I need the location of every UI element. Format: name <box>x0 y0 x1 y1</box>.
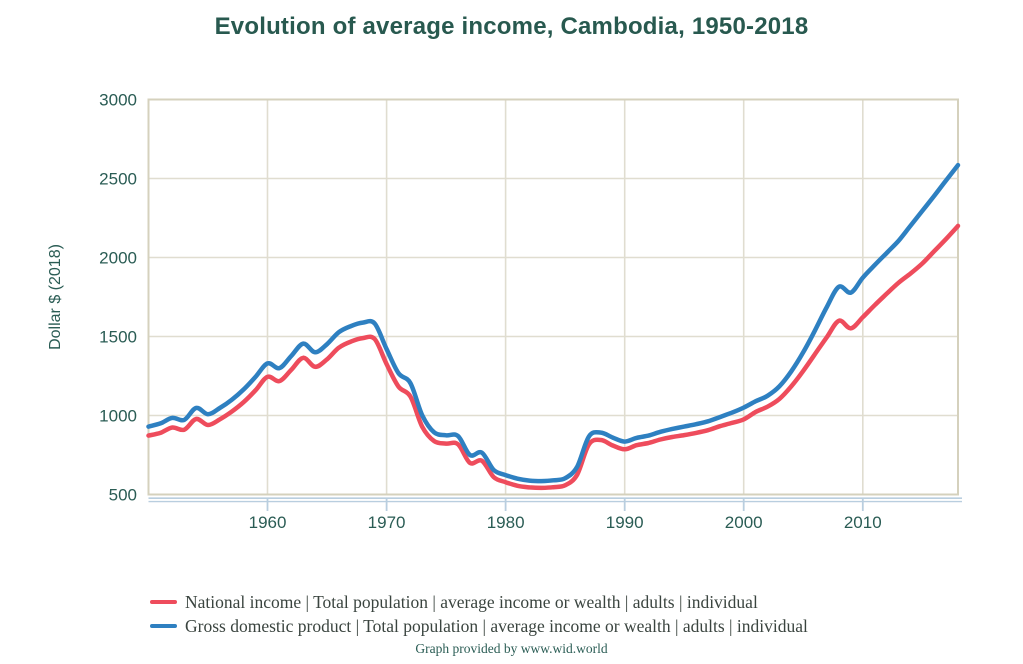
chart-legend: National income | Total population | ave… <box>150 590 808 638</box>
x-tick-label: 2010 <box>844 513 882 532</box>
chart-title: Evolution of average income, Cambodia, 1… <box>214 13 809 40</box>
x-tick-label: 1960 <box>249 513 287 532</box>
legend-label-national-income: National income | Total population | ave… <box>185 591 758 612</box>
gdp-series-line[interactable] <box>146 162 961 484</box>
x-tick-label: 1970 <box>368 513 406 532</box>
y-tick-label: 3000 <box>99 90 137 109</box>
income-chart-plot: 500 1000 1500 2000 2500 3000 1960 1970 1980 1990 2… <box>47 90 962 532</box>
y-tick-label: 500 <box>109 485 137 504</box>
national-income-line-swatch <box>150 600 177 604</box>
y-tick-label: 2000 <box>99 248 137 267</box>
attribution-text: Graph provided by www.wid.world <box>415 641 608 656</box>
y-axis-title: Dollar $ (2018) <box>47 244 64 350</box>
legend-item-gdp[interactable]: Gross domestic product | Total populatio… <box>150 614 808 638</box>
x-tick-label: 2000 <box>725 513 763 532</box>
legend-item-national-income[interactable]: National income | Total population | ave… <box>150 590 808 614</box>
national-income-series-line[interactable] <box>146 223 961 491</box>
y-tick-label: 1500 <box>99 327 137 346</box>
x-tick-label: 1990 <box>606 513 644 532</box>
y-tick-label: 1000 <box>99 406 137 425</box>
gdp-line-swatch <box>150 624 177 628</box>
x-tick-label: 1980 <box>487 513 525 532</box>
legend-label-gdp: Gross domestic product | Total populatio… <box>185 615 808 636</box>
y-tick-label: 2500 <box>99 169 137 188</box>
plot-border <box>147 98 959 496</box>
